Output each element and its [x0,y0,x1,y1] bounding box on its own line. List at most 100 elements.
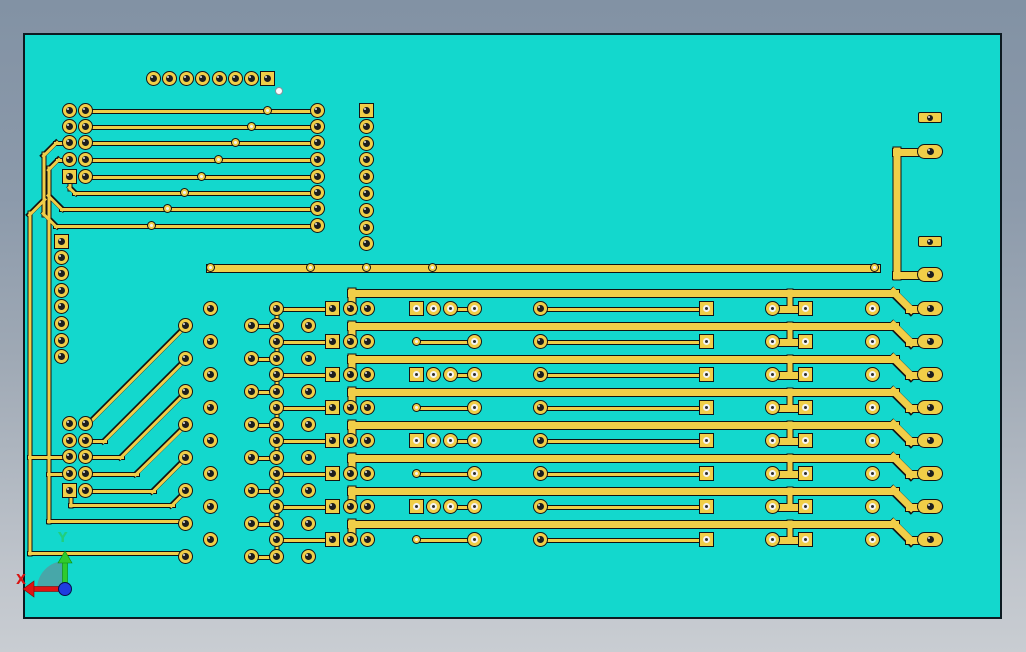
hole-glint [365,372,367,374]
pad-round [269,549,284,564]
hole-glint [330,372,332,374]
hole-glint [249,356,251,358]
via [412,337,421,346]
pad-hole [66,139,73,146]
hole-glint [59,288,61,290]
pad-hole [314,107,321,114]
pad-hole [66,437,73,444]
pad-round [343,301,358,316]
view-orientation-triad[interactable] [0,520,130,630]
hole-center [705,439,708,442]
trace-segment [249,357,280,361]
pad-round [865,334,880,349]
pad-hole [703,371,710,378]
hole-center [871,406,874,409]
pad-hole [537,503,544,510]
pad-hole [430,305,437,312]
pad-round [343,532,358,547]
pad-hole [347,305,354,312]
hole-center [473,373,476,376]
hole-glint [538,537,540,539]
hole-glint [274,455,276,457]
pad-hole [413,305,420,312]
pad-square [325,532,340,547]
hole-glint [330,438,332,440]
pad-hole [248,388,255,395]
pad-hole [769,371,776,378]
pad-square [325,301,340,316]
hole-glint [538,471,540,473]
hole-glint [365,405,367,407]
pad-hole [430,503,437,510]
pad-round [467,301,482,316]
pad-round [269,384,284,399]
via [412,403,421,412]
pad-round [62,103,77,118]
hole-glint [364,225,366,227]
trace-segment [538,538,710,542]
via [197,172,206,181]
hole-glint [315,124,317,126]
hole-center [771,373,774,376]
pad-round [54,349,69,364]
hole-glint [208,372,210,374]
pad-round [228,71,243,86]
pad-oval [917,367,943,382]
hole-glint [927,372,930,374]
hole-glint [927,272,930,274]
via-hole [415,340,418,343]
pad-round [78,103,93,118]
hole-glint [274,422,276,424]
hole-glint [274,356,276,358]
hole-glint [330,471,332,473]
hole-center [771,538,774,541]
via-hole [166,207,169,210]
trace-segment [905,503,923,511]
pad-oval [917,334,943,349]
hole-glint [365,306,367,308]
pad-round [360,367,375,382]
pad-hole [471,470,478,477]
pad-hole [273,355,280,362]
pad-hole [182,487,189,494]
pad-hole [347,536,354,543]
hole-center [771,340,774,343]
trace-segment [905,437,923,445]
trace-segment [42,152,46,217]
hole-center [415,439,418,442]
via [263,106,272,115]
pad-round [310,103,325,118]
hole-glint [348,405,350,407]
pad-round [310,169,325,184]
pad-round [865,532,880,547]
pad-hole [802,371,809,378]
pad-hole [537,305,544,312]
hole-glint [67,174,69,176]
trace-segment [68,503,175,507]
pad-hole [413,503,420,510]
hole-glint [365,537,367,539]
pad-hole [273,305,280,312]
hole-glint [364,157,366,159]
pad-hole [347,338,354,345]
hole-glint [274,488,276,490]
pad-hole [305,421,312,428]
pad-hole [364,338,371,345]
pad-hole [364,371,371,378]
hole-center [871,439,874,442]
hole-glint [348,339,350,341]
pad-round [244,351,259,366]
trace-segment [787,289,793,313]
trace-segment [892,271,922,279]
pad-square [699,433,714,448]
pad-round [179,71,194,86]
pad-round [343,433,358,448]
hole-glint [306,455,308,457]
hole-glint [183,323,185,325]
triad-origin[interactable] [58,582,72,596]
pad-hole [182,388,189,395]
trace-segment [28,211,32,556]
pad-round [78,135,93,150]
pad-round [467,367,482,382]
